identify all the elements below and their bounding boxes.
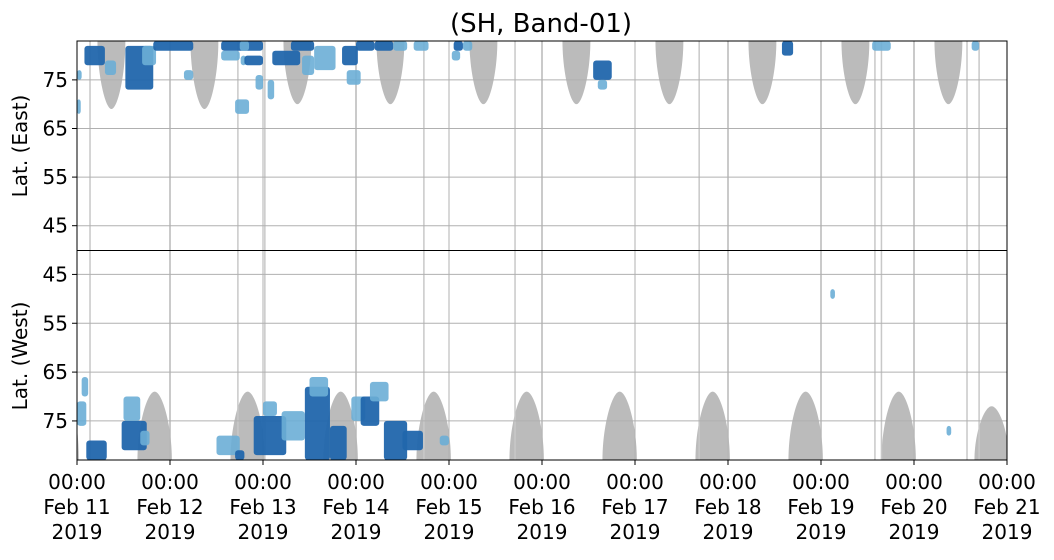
detection-patch-west	[383, 420, 408, 460]
detection-patch-east	[462, 41, 473, 51]
detection-patch-east	[374, 41, 394, 51]
x-tick-label: 00:00 Feb 18 2019	[694, 470, 761, 544]
daylight-region-west	[695, 391, 730, 460]
detection-patch-west	[263, 401, 277, 417]
y-tick-label-east: 65	[43, 116, 68, 140]
x-tick-label: 00:00 Feb 12 2019	[136, 470, 203, 544]
east-detection-layer	[77, 41, 980, 114]
detection-patch-east	[593, 60, 612, 80]
x-tick-label: 00:00 Feb 20 2019	[880, 470, 947, 544]
detection-patch-east	[346, 70, 361, 85]
detection-patch-east	[314, 45, 336, 71]
daylight-region-east	[562, 41, 591, 105]
detection-patch-east	[221, 50, 240, 61]
west-daylight-layer	[77, 391, 1007, 460]
detection-patch-east	[597, 79, 608, 90]
daylight-region-east	[655, 41, 684, 105]
x-tick-label: 00:00 Feb 15 2019	[415, 470, 482, 544]
detection-patch-west	[309, 376, 329, 397]
x-tick-labels: 00:00 Feb 11 2019 00:00 Feb 12 2019 00:00 Feb 1…	[43, 460, 1041, 544]
y-tick-label-west: 75	[43, 409, 68, 433]
daylight-region-east	[376, 41, 405, 105]
y-tick-label-east: 45	[43, 214, 68, 238]
detection-patch-west	[140, 430, 150, 446]
detection-patch-west	[253, 416, 287, 456]
detection-patch-west	[360, 396, 380, 426]
detection-patch-east	[183, 70, 194, 80]
detection-patch-west	[77, 401, 87, 426]
detection-patch-west	[402, 430, 423, 451]
x-tick-label: 00:00 Feb 11 2019	[43, 470, 110, 544]
detection-patch-west	[369, 381, 389, 402]
x-tick-label: 00:00 Feb 14 2019	[322, 470, 389, 544]
detection-patch-west	[439, 435, 449, 446]
x-tick-label: 00:00 Feb 19 2019	[787, 470, 854, 544]
detection-patch-east	[77, 99, 81, 114]
x-tick-label: 00:00 Feb 13 2019	[229, 470, 296, 544]
detection-patch-east	[342, 45, 358, 66]
daylight-region-east	[748, 41, 777, 105]
y-axis-label-east: Lat. (East)	[8, 95, 32, 198]
chart-title: (SH, Band-01)	[450, 9, 632, 39]
detection-patch-east	[272, 50, 301, 66]
y-tick-label-west: 65	[43, 360, 68, 384]
detection-patch-west	[946, 425, 952, 436]
detection-patch-east	[142, 45, 157, 66]
y-tick-label-west: 55	[43, 311, 68, 335]
detection-patch-east	[235, 99, 250, 114]
detection-patch-east	[84, 45, 105, 66]
west-detection-layer	[77, 289, 952, 460]
daylight-region-east	[469, 41, 498, 105]
detection-patch-east	[971, 41, 980, 51]
daylight-region-east	[934, 41, 963, 105]
detection-patch-west	[81, 376, 89, 397]
daylight-region-west	[974, 406, 1007, 460]
daylight-region-east	[190, 41, 219, 110]
detection-patch-west	[329, 425, 347, 460]
detection-patch-west	[304, 386, 330, 460]
daylight-region-east	[841, 41, 870, 105]
detection-patch-west	[281, 411, 305, 441]
detection-patch-east	[453, 41, 463, 51]
daylight-region-west	[602, 391, 637, 460]
y-tick-label-east: 55	[43, 165, 68, 189]
detection-patch-west	[123, 396, 141, 421]
y-tick-label-west: 45	[43, 262, 68, 286]
detection-patch-east	[255, 75, 263, 90]
detection-patch-east	[781, 41, 794, 56]
detection-patch-west	[86, 440, 107, 460]
x-tick-label: 00:00 Feb 21 2019	[973, 470, 1040, 544]
y-tick-labels: 45 55 65 75 45 55 65 75	[43, 68, 77, 433]
x-tick-label: 00:00 Feb 17 2019	[601, 470, 668, 544]
detection-patch-east	[302, 55, 315, 76]
detection-patch-east	[413, 41, 429, 51]
detection-patch-east	[290, 41, 315, 51]
daylight-region-west	[509, 391, 544, 460]
detection-patch-west	[830, 289, 835, 299]
detection-patch-east	[393, 41, 408, 51]
detection-patch-east	[104, 60, 117, 76]
y-axis-label-west: Lat. (West)	[8, 302, 32, 411]
y-tick-label-east: 75	[43, 68, 68, 92]
detection-patch-west	[235, 450, 245, 460]
detection-patch-east	[153, 41, 194, 51]
detection-patch-east	[239, 41, 250, 51]
daylight-region-west	[881, 391, 916, 460]
daylight-region-west	[788, 391, 823, 460]
detection-patch-east	[356, 41, 375, 51]
detection-patch-east	[451, 50, 461, 61]
x-tick-label: 00:00 Feb 16 2019	[508, 470, 575, 544]
detection-patch-east	[244, 55, 263, 66]
detection-patch-east	[872, 41, 891, 51]
east-daylight-layer	[97, 41, 963, 110]
detection-patch-east	[77, 70, 82, 80]
daylight-region-west	[416, 391, 451, 460]
detection-patch-west	[216, 435, 240, 456]
detection-patch-east	[267, 79, 275, 100]
